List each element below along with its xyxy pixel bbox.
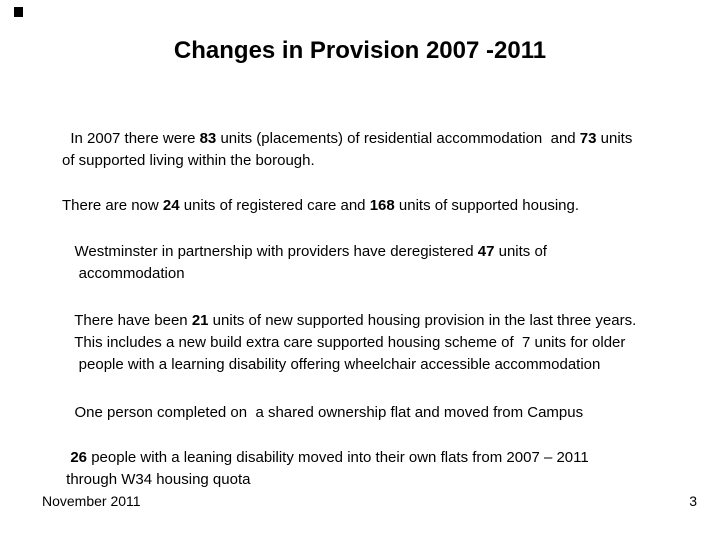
text-line: In 2007 there were 83 units (placements)… — [62, 130, 633, 147]
bullet-artifact — [14, 7, 23, 17]
paragraph-4: There have been 21 units of new supporte… — [62, 310, 636, 376]
text-line: people with a learning disability offeri… — [62, 356, 601, 373]
text-line: One person completed on a shared ownersh… — [62, 404, 584, 421]
text-line: 26 people with a leaning disability move… — [70, 449, 589, 466]
text-line: Westminster in partnership with provider… — [62, 243, 547, 260]
paragraph-2: There are now 24 units of registered car… — [62, 195, 579, 217]
text-line: There are now 24 units of registered car… — [62, 197, 580, 214]
text-line: through W34 housing quota — [62, 471, 251, 488]
slide-body: In 2007 there were 83 units (placements)… — [62, 0, 712, 540]
text-line: This includes a new build extra care sup… — [62, 334, 626, 351]
page-title: Changes in Provision 2007 -2011 — [173, 37, 547, 64]
page-number: 3 — [689, 493, 697, 509]
text-line: There have been 21 units of new supporte… — [62, 312, 637, 329]
paragraph-3: Westminster in partnership with provider… — [62, 241, 547, 285]
footer-date: November 2011 — [42, 493, 141, 509]
paragraph-1: In 2007 there were 83 units (placements)… — [62, 128, 632, 172]
paragraph-6: 26 people with a leaning disability move… — [62, 447, 589, 491]
text-line: of supported living within the borough. — [62, 152, 315, 169]
paragraph-5: One person completed on a shared ownersh… — [62, 402, 584, 424]
text-line: accommodation — [62, 265, 185, 282]
